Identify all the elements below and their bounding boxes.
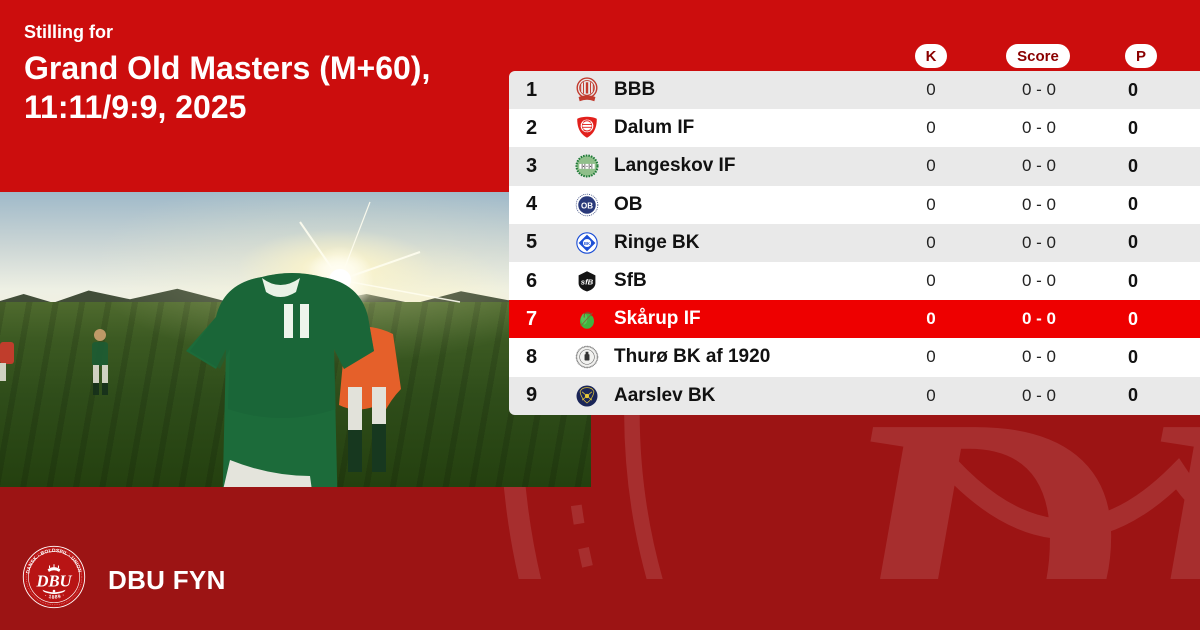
svg-text:DBU: DBU [35,572,72,591]
svg-text:DBU: DBU [823,414,1200,579]
svg-text:OB: OB [580,201,592,210]
svg-text:sfB: sfB [580,278,593,287]
svg-text:BK: BK [583,241,589,246]
